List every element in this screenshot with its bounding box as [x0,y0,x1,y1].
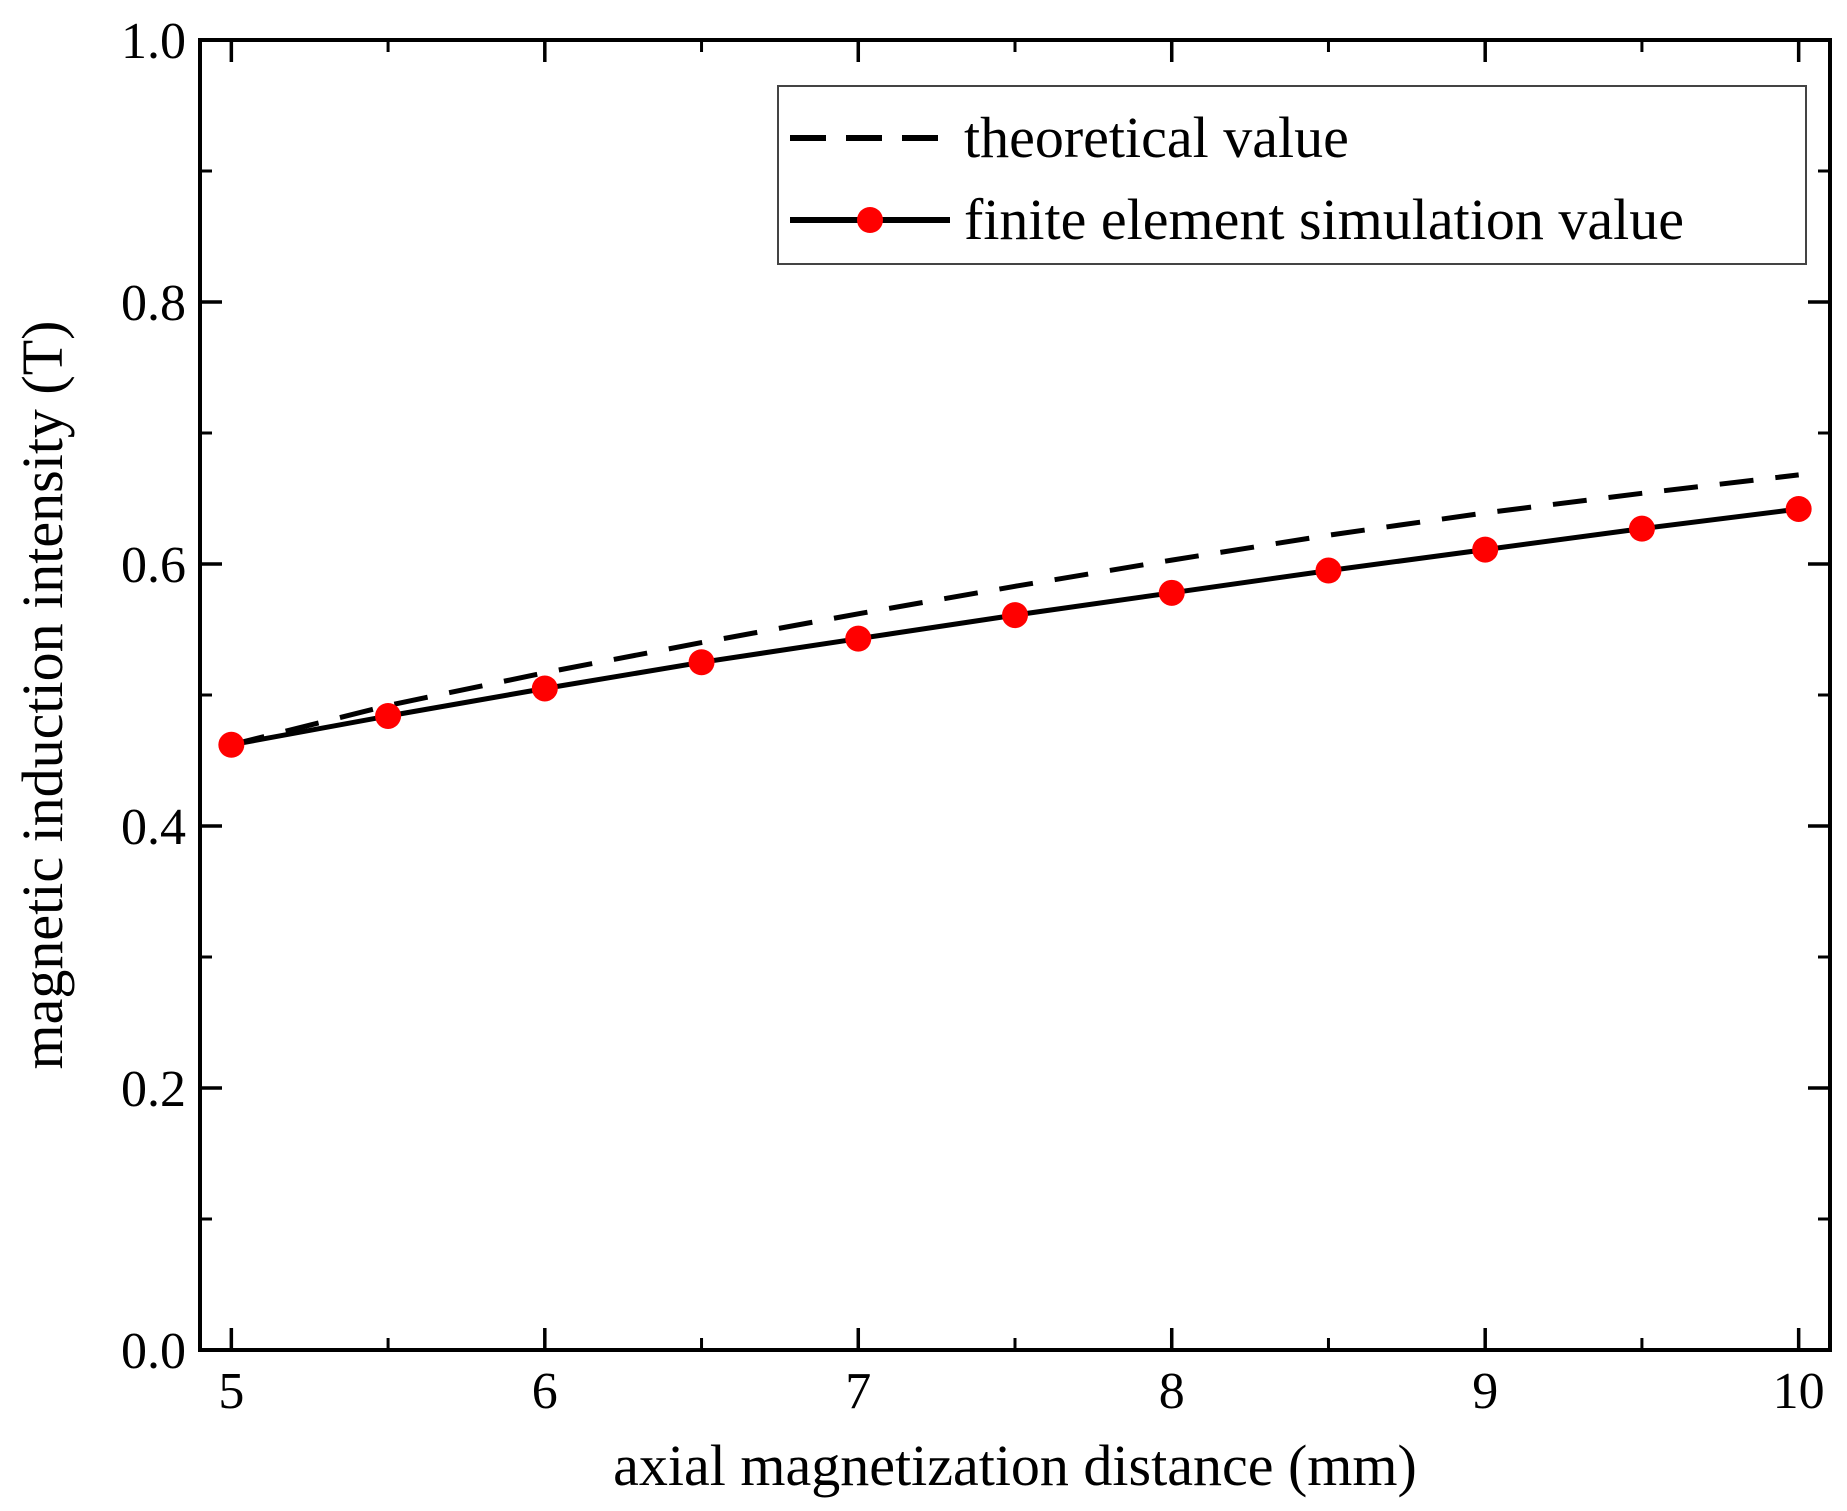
ticks-layer: 5 6 7 8 9 10 0.0 0.2 0.4 0.6 0.8 1.0 [121,13,1830,1420]
y-tick-label: 0.0 [121,1323,186,1380]
legend-swatch-marker [857,207,883,233]
x-tick-label: 9 [1472,1363,1498,1420]
y-tick-label: 0.6 [121,537,186,594]
y-tick-label: 0.4 [121,799,186,856]
x-tick-label: 8 [1159,1363,1185,1420]
legend-entry-label: theoretical value [964,105,1349,170]
simulation-data-point [1628,515,1655,542]
simulation-data-point [1785,495,1812,522]
y-tick-label: 1.0 [121,13,186,70]
simulation-data-point [218,731,245,758]
x-tick-label: 5 [218,1363,244,1420]
x-tick-label: 10 [1773,1363,1825,1420]
series-layer [218,472,1812,758]
y-tick-label: 0.2 [121,1061,186,1118]
x-axis-label: axial magnetization distance (mm) [613,1433,1417,1498]
simulation-data-point [688,649,715,676]
simulation-data-point [1472,536,1499,563]
theoretical-value-line [230,472,1799,748]
simulation-data-point [1158,579,1185,606]
legend: theoretical value finite element simulati… [777,85,1807,265]
legend-box [777,85,1807,265]
y-axis-label: magnetic induction intensity (T) [10,321,75,1070]
x-tick-label: 6 [532,1363,558,1420]
simulation-data-point [1002,602,1028,629]
legend-entry-label: finite element simulation value [964,187,1684,252]
simulation-data-point [845,625,872,652]
simulation-data-point [375,702,402,729]
simulation-data-point [1315,557,1342,584]
simulation-data-point [531,675,558,702]
y-tick-label: 0.8 [121,275,186,332]
x-tick-label: 7 [845,1363,871,1420]
